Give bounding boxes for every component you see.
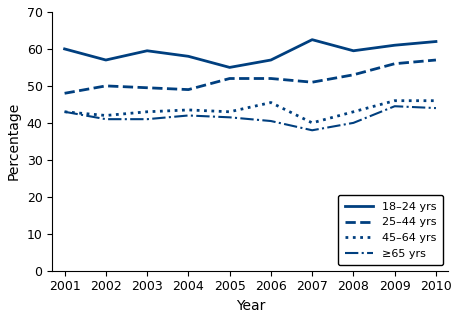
25–44 yrs bbox=[226, 76, 232, 80]
45–64 yrs bbox=[309, 121, 314, 125]
X-axis label: Year: Year bbox=[235, 299, 264, 313]
18–24 yrs bbox=[350, 49, 355, 53]
18–24 yrs bbox=[103, 58, 108, 62]
≥65 yrs bbox=[144, 117, 150, 121]
Line: 18–24 yrs: 18–24 yrs bbox=[64, 40, 435, 68]
18–24 yrs bbox=[144, 49, 150, 53]
45–64 yrs bbox=[268, 100, 273, 104]
≥65 yrs bbox=[391, 104, 397, 108]
25–44 yrs bbox=[144, 86, 150, 90]
45–64 yrs bbox=[144, 110, 150, 114]
Line: 45–64 yrs: 45–64 yrs bbox=[64, 101, 435, 123]
18–24 yrs bbox=[185, 54, 191, 58]
18–24 yrs bbox=[268, 58, 273, 62]
≥65 yrs bbox=[103, 117, 108, 121]
25–44 yrs bbox=[350, 73, 355, 77]
45–64 yrs bbox=[62, 110, 67, 114]
25–44 yrs bbox=[309, 80, 314, 84]
25–44 yrs bbox=[268, 76, 273, 80]
25–44 yrs bbox=[432, 58, 438, 62]
≥65 yrs bbox=[268, 119, 273, 123]
Line: 25–44 yrs: 25–44 yrs bbox=[64, 60, 435, 93]
≥65 yrs bbox=[432, 106, 438, 110]
Line: ≥65 yrs: ≥65 yrs bbox=[64, 106, 435, 130]
≥65 yrs bbox=[309, 128, 314, 132]
18–24 yrs bbox=[62, 47, 67, 51]
≥65 yrs bbox=[185, 114, 191, 117]
25–44 yrs bbox=[62, 92, 67, 95]
Legend: 18–24 yrs, 25–44 yrs, 45–64 yrs, ≥65 yrs: 18–24 yrs, 25–44 yrs, 45–64 yrs, ≥65 yrs bbox=[337, 195, 442, 265]
45–64 yrs bbox=[103, 114, 108, 117]
45–64 yrs bbox=[185, 108, 191, 112]
18–24 yrs bbox=[391, 43, 397, 47]
45–64 yrs bbox=[391, 99, 397, 103]
≥65 yrs bbox=[62, 110, 67, 114]
25–44 yrs bbox=[103, 84, 108, 88]
45–64 yrs bbox=[432, 99, 438, 103]
Y-axis label: Percentage: Percentage bbox=[7, 102, 21, 180]
25–44 yrs bbox=[391, 62, 397, 66]
45–64 yrs bbox=[350, 110, 355, 114]
18–24 yrs bbox=[226, 66, 232, 69]
18–24 yrs bbox=[432, 40, 438, 44]
18–24 yrs bbox=[309, 38, 314, 42]
25–44 yrs bbox=[185, 88, 191, 92]
≥65 yrs bbox=[226, 116, 232, 119]
45–64 yrs bbox=[226, 110, 232, 114]
≥65 yrs bbox=[350, 121, 355, 125]
